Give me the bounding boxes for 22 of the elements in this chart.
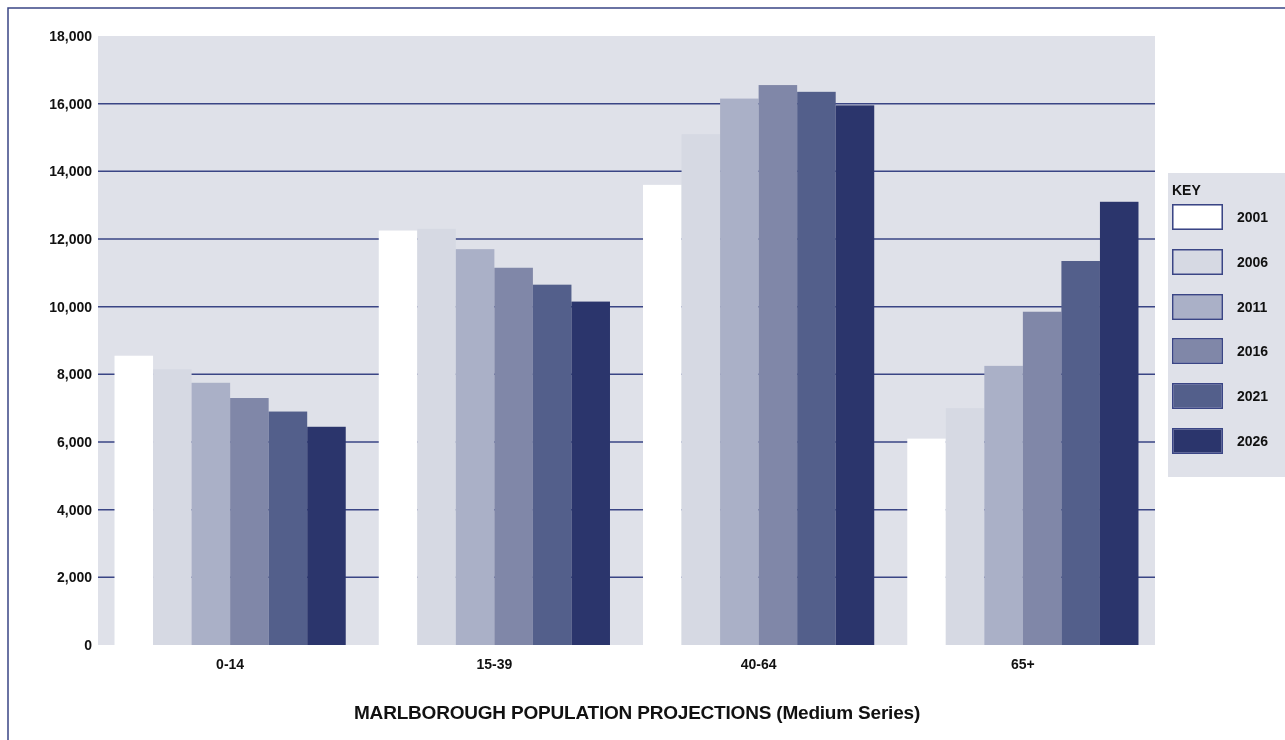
legend-label: 2026: [1237, 432, 1269, 449]
y-tick-label: 4,000: [56, 501, 93, 518]
x-tick-label: 40-64: [740, 655, 777, 672]
x-tick-label: 65+: [1011, 655, 1035, 672]
y-tick-label: 0: [84, 636, 93, 653]
legend-title: KEY: [1172, 182, 1202, 198]
y-tick-label: 18,000: [49, 27, 93, 44]
y-tick-label: 16,000: [49, 95, 93, 112]
text: MARLBOROUGH POPULATION PROJECTIONS (Medium Series): [353, 702, 921, 723]
legend-label: 2001: [1237, 208, 1269, 225]
x-tick-label: 15-39: [476, 655, 513, 672]
y-tick-label: 14,000: [49, 163, 93, 180]
y-tick-label: 8,000: [56, 366, 93, 383]
legend-label: 2016: [1237, 342, 1269, 359]
y-tick-label: 10,000: [49, 298, 93, 315]
legend-label: 2011: [1237, 298, 1268, 315]
y-tick-label: 12,000: [49, 230, 93, 247]
y-tick-label: 2,000: [56, 569, 93, 586]
legend-label: 2006: [1237, 253, 1269, 270]
y-tick-label: 6,000: [56, 433, 93, 450]
x-tick-label: 0-14: [216, 655, 245, 672]
legend-label: 2021: [1237, 387, 1269, 404]
